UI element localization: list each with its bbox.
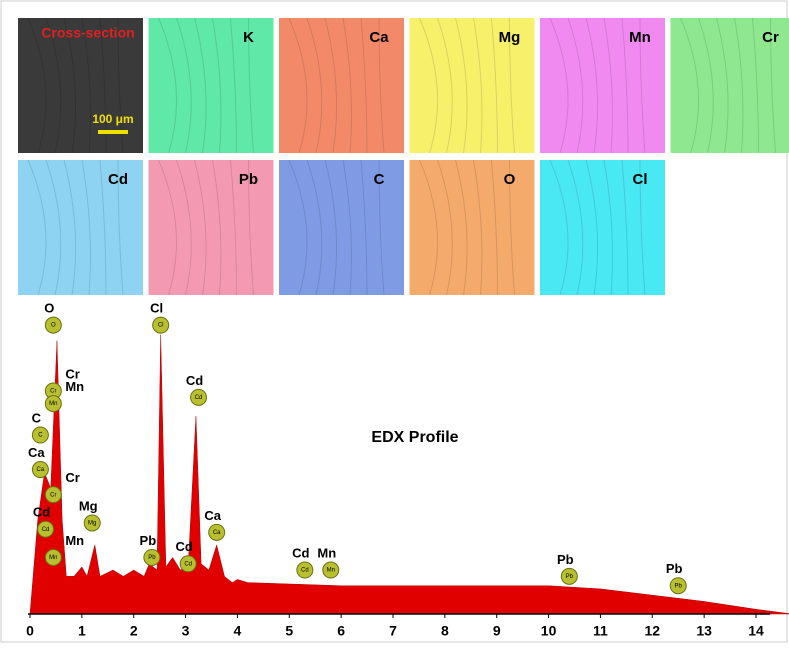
peak-marker-symbol: Cd	[42, 527, 50, 533]
peak-label: Mn	[65, 533, 84, 548]
peak-label: Cd	[33, 505, 50, 520]
map-label: Cross-section	[41, 25, 134, 41]
peak-marker-symbol: C	[38, 433, 43, 439]
map-label: C	[374, 171, 385, 188]
x-tick-label: 11	[593, 623, 608, 639]
element-map	[279, 160, 404, 295]
map-label: Mg	[499, 29, 521, 46]
x-tick-label: 8	[441, 623, 449, 639]
peak-marker-symbol: Mg	[88, 521, 96, 527]
peak-marker-symbol: Cd	[184, 561, 192, 567]
map-label: Cr	[762, 29, 779, 46]
peak-marker-symbol: Mn	[49, 401, 57, 407]
peak-label: Cl	[150, 301, 163, 316]
element-map	[410, 160, 535, 295]
peak-label: Cd	[292, 545, 309, 560]
scale-bar	[98, 130, 128, 134]
map-label: Cd	[108, 171, 128, 188]
x-tick-label: 7	[389, 623, 397, 639]
x-tick-label: 9	[493, 623, 501, 639]
peak-marker-symbol: Ca	[37, 467, 45, 473]
map-label: Pb	[239, 171, 258, 188]
x-tick-label: 5	[285, 623, 293, 639]
map-label: O	[504, 171, 516, 188]
peak-marker-symbol: Cr	[50, 389, 56, 395]
peak-label: Mn	[317, 545, 336, 560]
x-tick-label: 2	[130, 623, 138, 639]
peak-label: Cr	[65, 470, 79, 485]
peak-label: Pb	[140, 533, 157, 548]
peak-marker-symbol: Cr	[50, 492, 56, 498]
map-label: Ca	[369, 29, 389, 46]
peak-label: Mg	[79, 498, 98, 513]
figure: EDX Profile Cross-section 100 μm K Ca Mg Mn Cr…	[0, 0, 789, 644]
peak-label: Cd	[186, 373, 203, 388]
x-tick-label: 12	[644, 623, 660, 639]
map-label: Mn	[629, 29, 651, 46]
peak-marker-symbol: Pb	[148, 555, 156, 561]
peak-marker-symbol: Pb	[675, 583, 683, 589]
x-tick-label: 10	[541, 623, 557, 639]
peak-label: Mn	[65, 379, 84, 394]
peak-marker-symbol: Pb	[566, 574, 574, 580]
x-tick-label: 14	[748, 623, 764, 639]
peak-marker-symbol: Cl	[158, 323, 164, 329]
x-tick-label: 4	[234, 623, 242, 639]
peak-label: O	[44, 301, 54, 316]
x-tick-label: 1	[78, 623, 86, 639]
peak-marker-symbol: O	[51, 323, 56, 329]
x-tick-label: 13	[696, 623, 712, 639]
peak-marker-symbol: Cd	[301, 568, 309, 574]
peak-label: C	[32, 410, 42, 425]
element-map	[149, 18, 274, 153]
peak-label: Ca	[204, 508, 221, 523]
chart-annotation: EDX Profile	[371, 429, 458, 446]
x-tick-label: 3	[182, 623, 190, 639]
peak-label: Pb	[557, 552, 574, 567]
peak-marker-symbol: Mn	[327, 568, 335, 574]
peak-marker-symbol: Ca	[213, 530, 221, 536]
map-label: K	[243, 29, 254, 46]
peak-marker-symbol: Cd	[195, 395, 203, 401]
peak-label: Pb	[666, 561, 683, 576]
x-tick-label: 6	[337, 623, 345, 639]
peak-label: Ca	[28, 445, 45, 460]
x-tick-label: 0	[26, 623, 34, 639]
scale-bar-label: 100 μm	[92, 112, 133, 126]
map-label: Cl	[633, 171, 648, 188]
peak-marker-symbol: Mn	[49, 555, 57, 561]
peak-label: Cd	[175, 539, 192, 554]
